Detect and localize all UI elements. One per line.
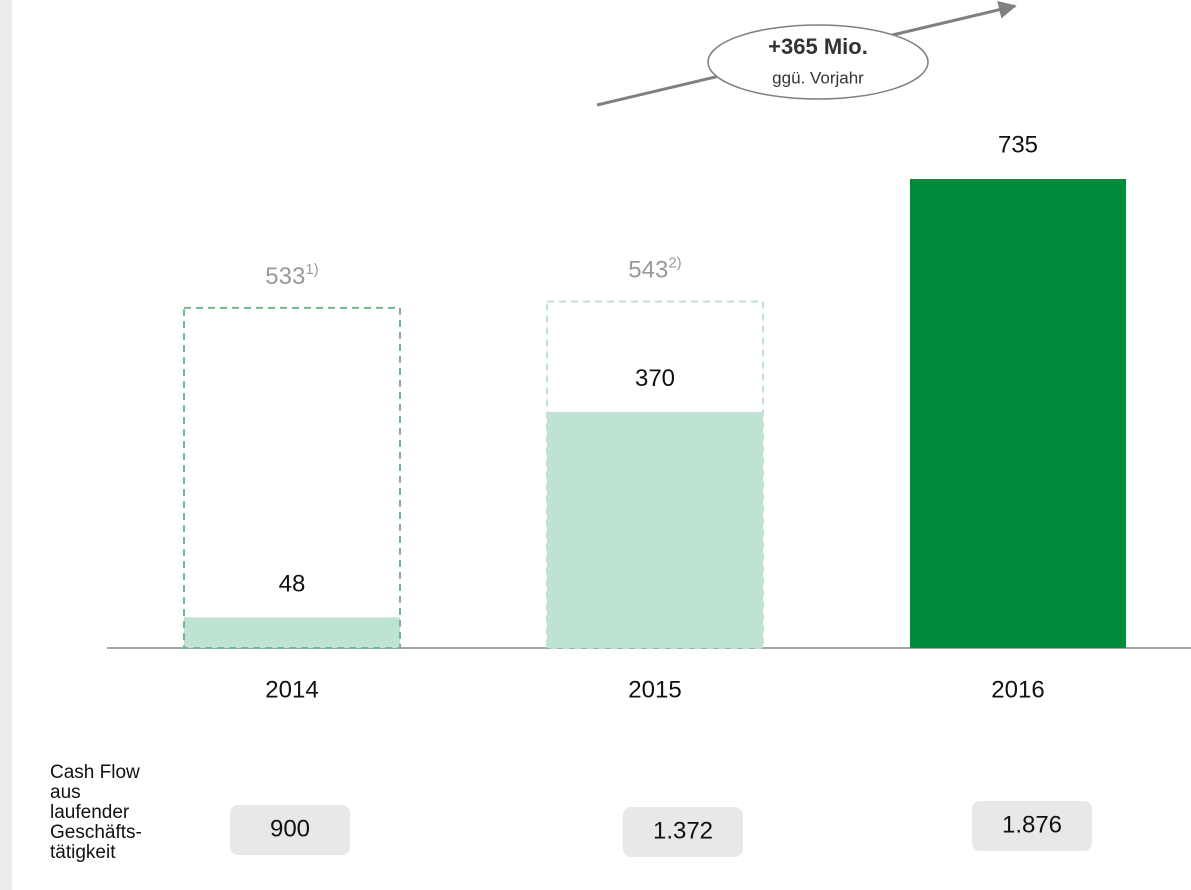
cash-flow-box xyxy=(623,807,743,857)
outline-label: 5432) xyxy=(628,254,681,283)
outline-note: 1) xyxy=(305,261,318,278)
value-label: 735 xyxy=(998,131,1038,158)
outline-note: 2) xyxy=(668,254,681,271)
annotation-bubble xyxy=(707,24,929,100)
cash-flow-box xyxy=(972,801,1092,851)
side-strip xyxy=(0,0,12,890)
bar-outline xyxy=(546,300,764,649)
value-label: 48 xyxy=(279,571,306,598)
bar xyxy=(910,179,1126,648)
bar-outline xyxy=(183,306,401,649)
value-label: 370 xyxy=(635,365,675,392)
outline-value: 543 xyxy=(628,257,668,284)
x-tick-label: 2016 xyxy=(991,676,1044,703)
outline-label: 5331) xyxy=(265,261,318,290)
cash-flow-value: 900 xyxy=(270,815,310,842)
x-tick-label: 2014 xyxy=(265,676,318,703)
bar xyxy=(547,411,763,648)
x-tick-label: 2015 xyxy=(628,676,681,703)
cash-flow-box xyxy=(230,805,350,855)
bar xyxy=(184,617,400,648)
cash-flow-value: 1.876 xyxy=(1002,811,1062,838)
annotation-text: ggü. Vorjahr xyxy=(772,68,864,87)
cash-flow-label: Cash Flow aus laufender Geschäfts-tätigk… xyxy=(50,762,142,863)
annotation-title: +365 Mio. xyxy=(768,34,868,59)
outline-value: 533 xyxy=(265,263,305,290)
cash-flow-value: 1.372 xyxy=(653,817,713,844)
